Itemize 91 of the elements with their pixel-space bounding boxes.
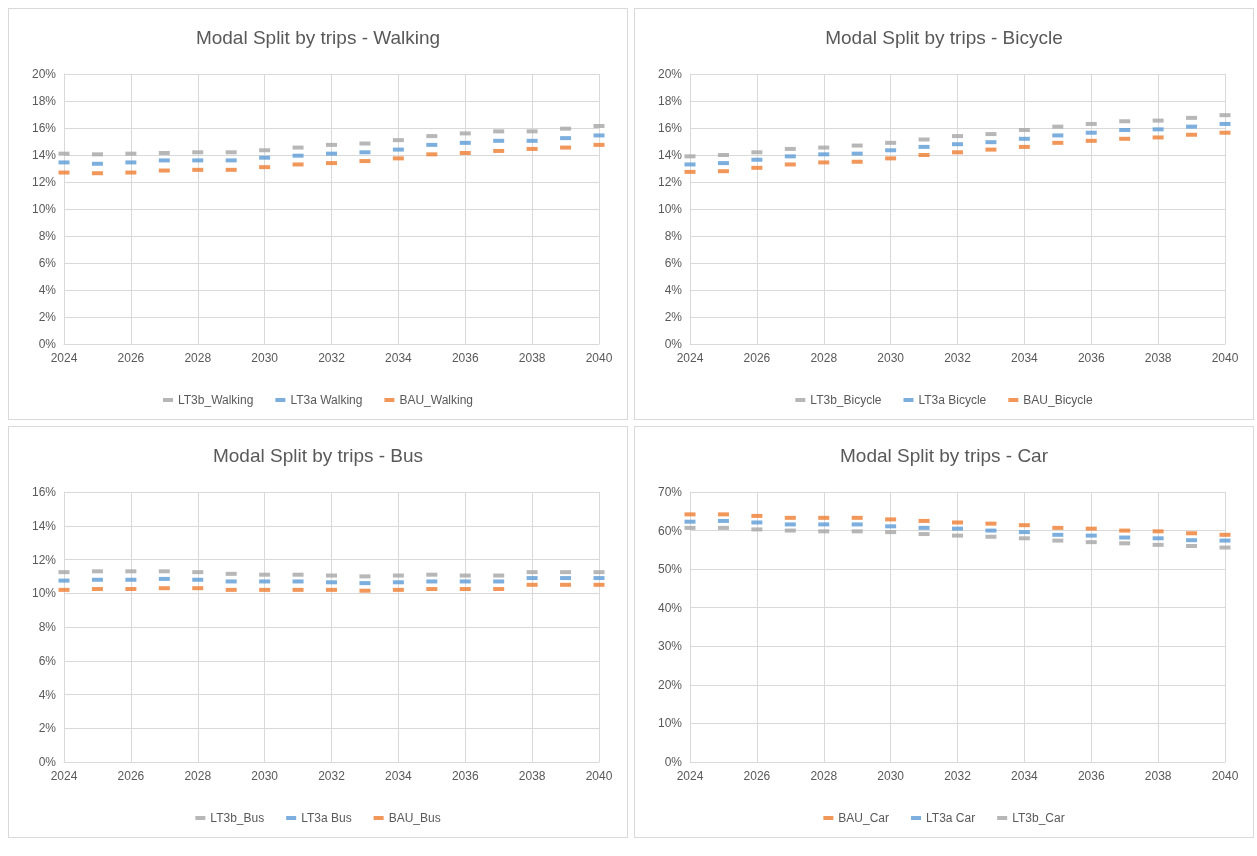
- legend-label: LT3b_Walking: [178, 393, 254, 407]
- legend-label: LT3b_Car: [1012, 811, 1065, 825]
- x-tick-label: 2024: [676, 769, 704, 783]
- legend-label: BAU_Bus: [388, 811, 441, 825]
- y-tick-label: 40%: [657, 600, 683, 615]
- y-tick-label: 12%: [31, 552, 57, 567]
- x-tick-label: 2026: [117, 769, 145, 783]
- legend-label: LT3a Car: [926, 811, 976, 825]
- x-tick-label: 2038: [1144, 351, 1172, 365]
- y-tick-label: 10%: [657, 716, 683, 731]
- y-tick-label: 8%: [38, 620, 57, 634]
- chart-title: Modal Split by trips - Bus: [212, 445, 424, 466]
- x-tick-label: 2024: [50, 351, 78, 365]
- x-tick-label: 2034: [1011, 351, 1039, 365]
- chart-title: Modal Split by trips - Walking: [195, 27, 441, 48]
- x-tick-label: 2026: [743, 351, 771, 365]
- legend-label: LT3b_Bus: [210, 811, 265, 825]
- y-tick-label: 0%: [664, 337, 683, 351]
- legend-label: BAU_Bicycle: [1023, 393, 1093, 407]
- y-tick-label: 70%: [657, 485, 683, 499]
- y-tick-label: 20%: [657, 67, 683, 81]
- legend-label: LT3a Bicycle: [918, 393, 987, 407]
- y-tick-label: 2%: [38, 310, 57, 324]
- y-tick-label: 60%: [657, 523, 683, 538]
- legend-label: BAU_Car: [838, 811, 890, 825]
- y-tick-label: 16%: [657, 121, 683, 135]
- x-tick-label: 2026: [117, 351, 145, 365]
- y-tick-label: 20%: [31, 67, 57, 81]
- y-tick-label: 0%: [664, 755, 683, 769]
- y-tick-label: 12%: [657, 175, 683, 189]
- x-tick-label: 2040: [585, 351, 613, 365]
- x-tick-label: 2038: [518, 351, 546, 365]
- y-tick-label: 4%: [664, 283, 683, 297]
- y-tick-label: 20%: [657, 677, 683, 692]
- legend-label: LT3b_Bicycle: [810, 393, 882, 407]
- x-tick-label: 2034: [385, 769, 413, 783]
- x-tick-label: 2032: [318, 769, 346, 783]
- x-tick-label: 2028: [184, 351, 212, 365]
- x-tick-label: 2040: [585, 769, 613, 783]
- chart-title: Modal Split by trips - Bicycle: [825, 27, 1063, 48]
- x-tick-label: 2024: [676, 351, 704, 365]
- y-tick-label: 10%: [657, 202, 683, 216]
- y-tick-label: 0%: [38, 755, 57, 769]
- legend-label: LT3a Bus: [301, 811, 352, 825]
- x-tick-label: 2030: [251, 769, 279, 783]
- y-tick-label: 18%: [657, 94, 683, 108]
- y-tick-label: 6%: [38, 256, 57, 270]
- x-tick-label: 2024: [50, 769, 78, 783]
- y-tick-label: 16%: [31, 485, 57, 499]
- y-tick-label: 6%: [664, 256, 683, 270]
- x-tick-label: 2030: [877, 769, 905, 783]
- x-tick-label: 2028: [810, 769, 838, 783]
- x-tick-label: 2038: [518, 769, 546, 783]
- y-tick-label: 10%: [31, 202, 57, 216]
- y-tick-label: 10%: [31, 586, 57, 601]
- y-tick-label: 12%: [31, 175, 57, 189]
- y-tick-label: 8%: [664, 229, 683, 243]
- chart-title: Modal Split by trips - Car: [839, 445, 1049, 466]
- y-tick-label: 30%: [657, 639, 683, 654]
- legend-label: LT3a Walking: [290, 393, 363, 407]
- y-tick-label: 16%: [31, 121, 57, 135]
- x-tick-label: 2036: [1077, 351, 1105, 365]
- x-tick-label: 2030: [251, 351, 279, 365]
- x-tick-label: 2032: [318, 351, 346, 365]
- x-tick-label: 2038: [1144, 769, 1172, 783]
- y-tick-label: 14%: [31, 148, 57, 162]
- x-tick-label: 2028: [810, 351, 838, 365]
- x-tick-label: 2034: [385, 351, 413, 365]
- y-tick-label: 8%: [38, 229, 57, 243]
- x-tick-label: 2040: [1211, 351, 1239, 365]
- x-tick-label: 2040: [1211, 769, 1239, 783]
- x-tick-label: 2032: [944, 351, 972, 365]
- x-tick-label: 2028: [184, 769, 212, 783]
- y-tick-label: 18%: [31, 94, 57, 108]
- x-tick-label: 2026: [743, 769, 771, 783]
- x-tick-label: 2036: [451, 769, 479, 783]
- y-tick-label: 14%: [31, 518, 57, 533]
- x-tick-label: 2032: [944, 769, 972, 783]
- y-tick-label: 6%: [38, 653, 57, 668]
- y-tick-label: 4%: [38, 687, 57, 702]
- x-tick-label: 2030: [877, 351, 905, 365]
- x-tick-label: 2036: [451, 351, 479, 365]
- y-tick-label: 4%: [38, 283, 57, 297]
- x-tick-label: 2034: [1011, 769, 1039, 783]
- legend-label: BAU_Walking: [399, 393, 473, 407]
- y-tick-label: 2%: [664, 310, 683, 324]
- y-tick-label: 2%: [38, 721, 57, 736]
- y-tick-label: 0%: [38, 337, 57, 351]
- y-tick-label: 50%: [657, 562, 683, 577]
- x-tick-label: 2036: [1077, 769, 1105, 783]
- y-tick-label: 14%: [657, 148, 683, 162]
